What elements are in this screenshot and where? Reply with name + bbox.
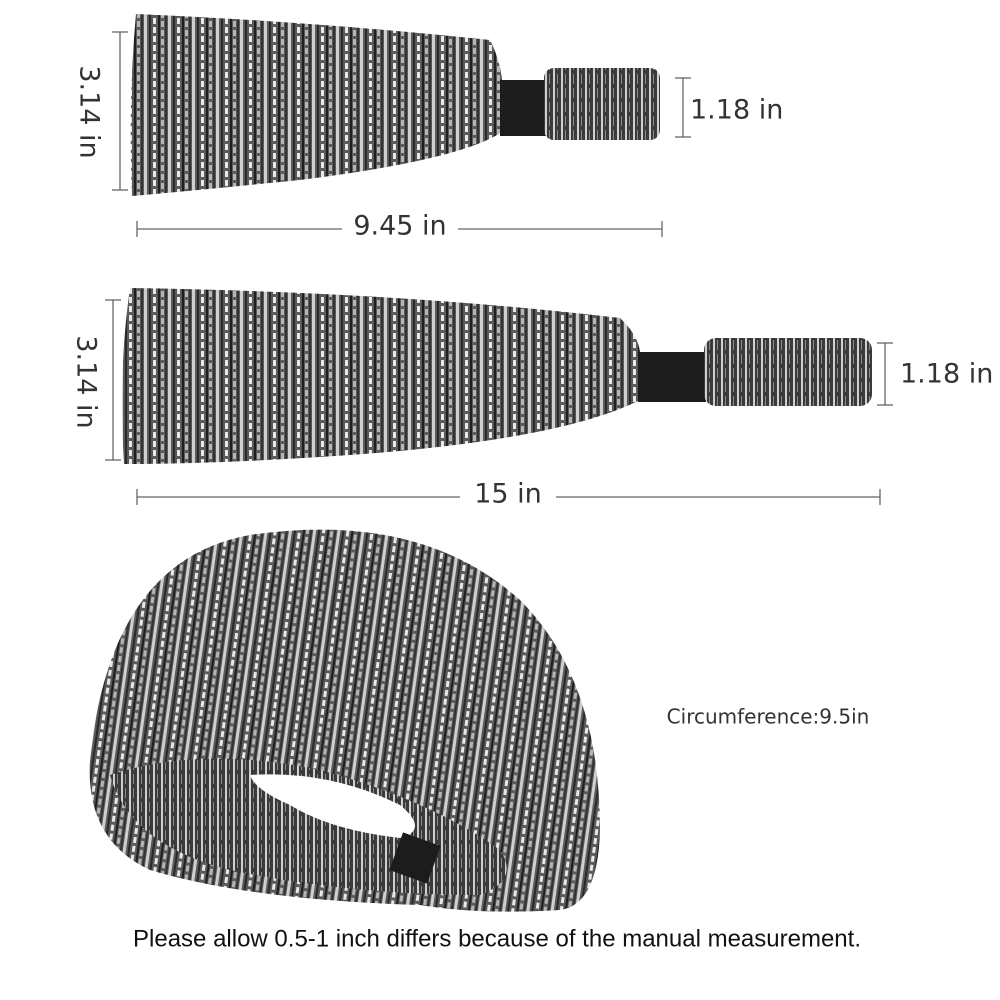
- headband-flat-short: [130, 14, 660, 196]
- length-label: 15 in: [474, 479, 542, 510]
- headband-flat-long: [122, 288, 872, 464]
- circumference-label: Circumference:9.5in: [667, 705, 870, 729]
- end-label: 1.18 in: [690, 95, 783, 126]
- height-label: 3.14 in: [74, 65, 105, 158]
- length-label: 9.45 in: [353, 211, 446, 242]
- height-label: 3.14 in: [71, 335, 102, 428]
- headband-3d: [89, 529, 601, 912]
- note: Please allow 0.5-1 inch differs because …: [133, 925, 861, 952]
- end-label: 1.18 in: [900, 359, 993, 390]
